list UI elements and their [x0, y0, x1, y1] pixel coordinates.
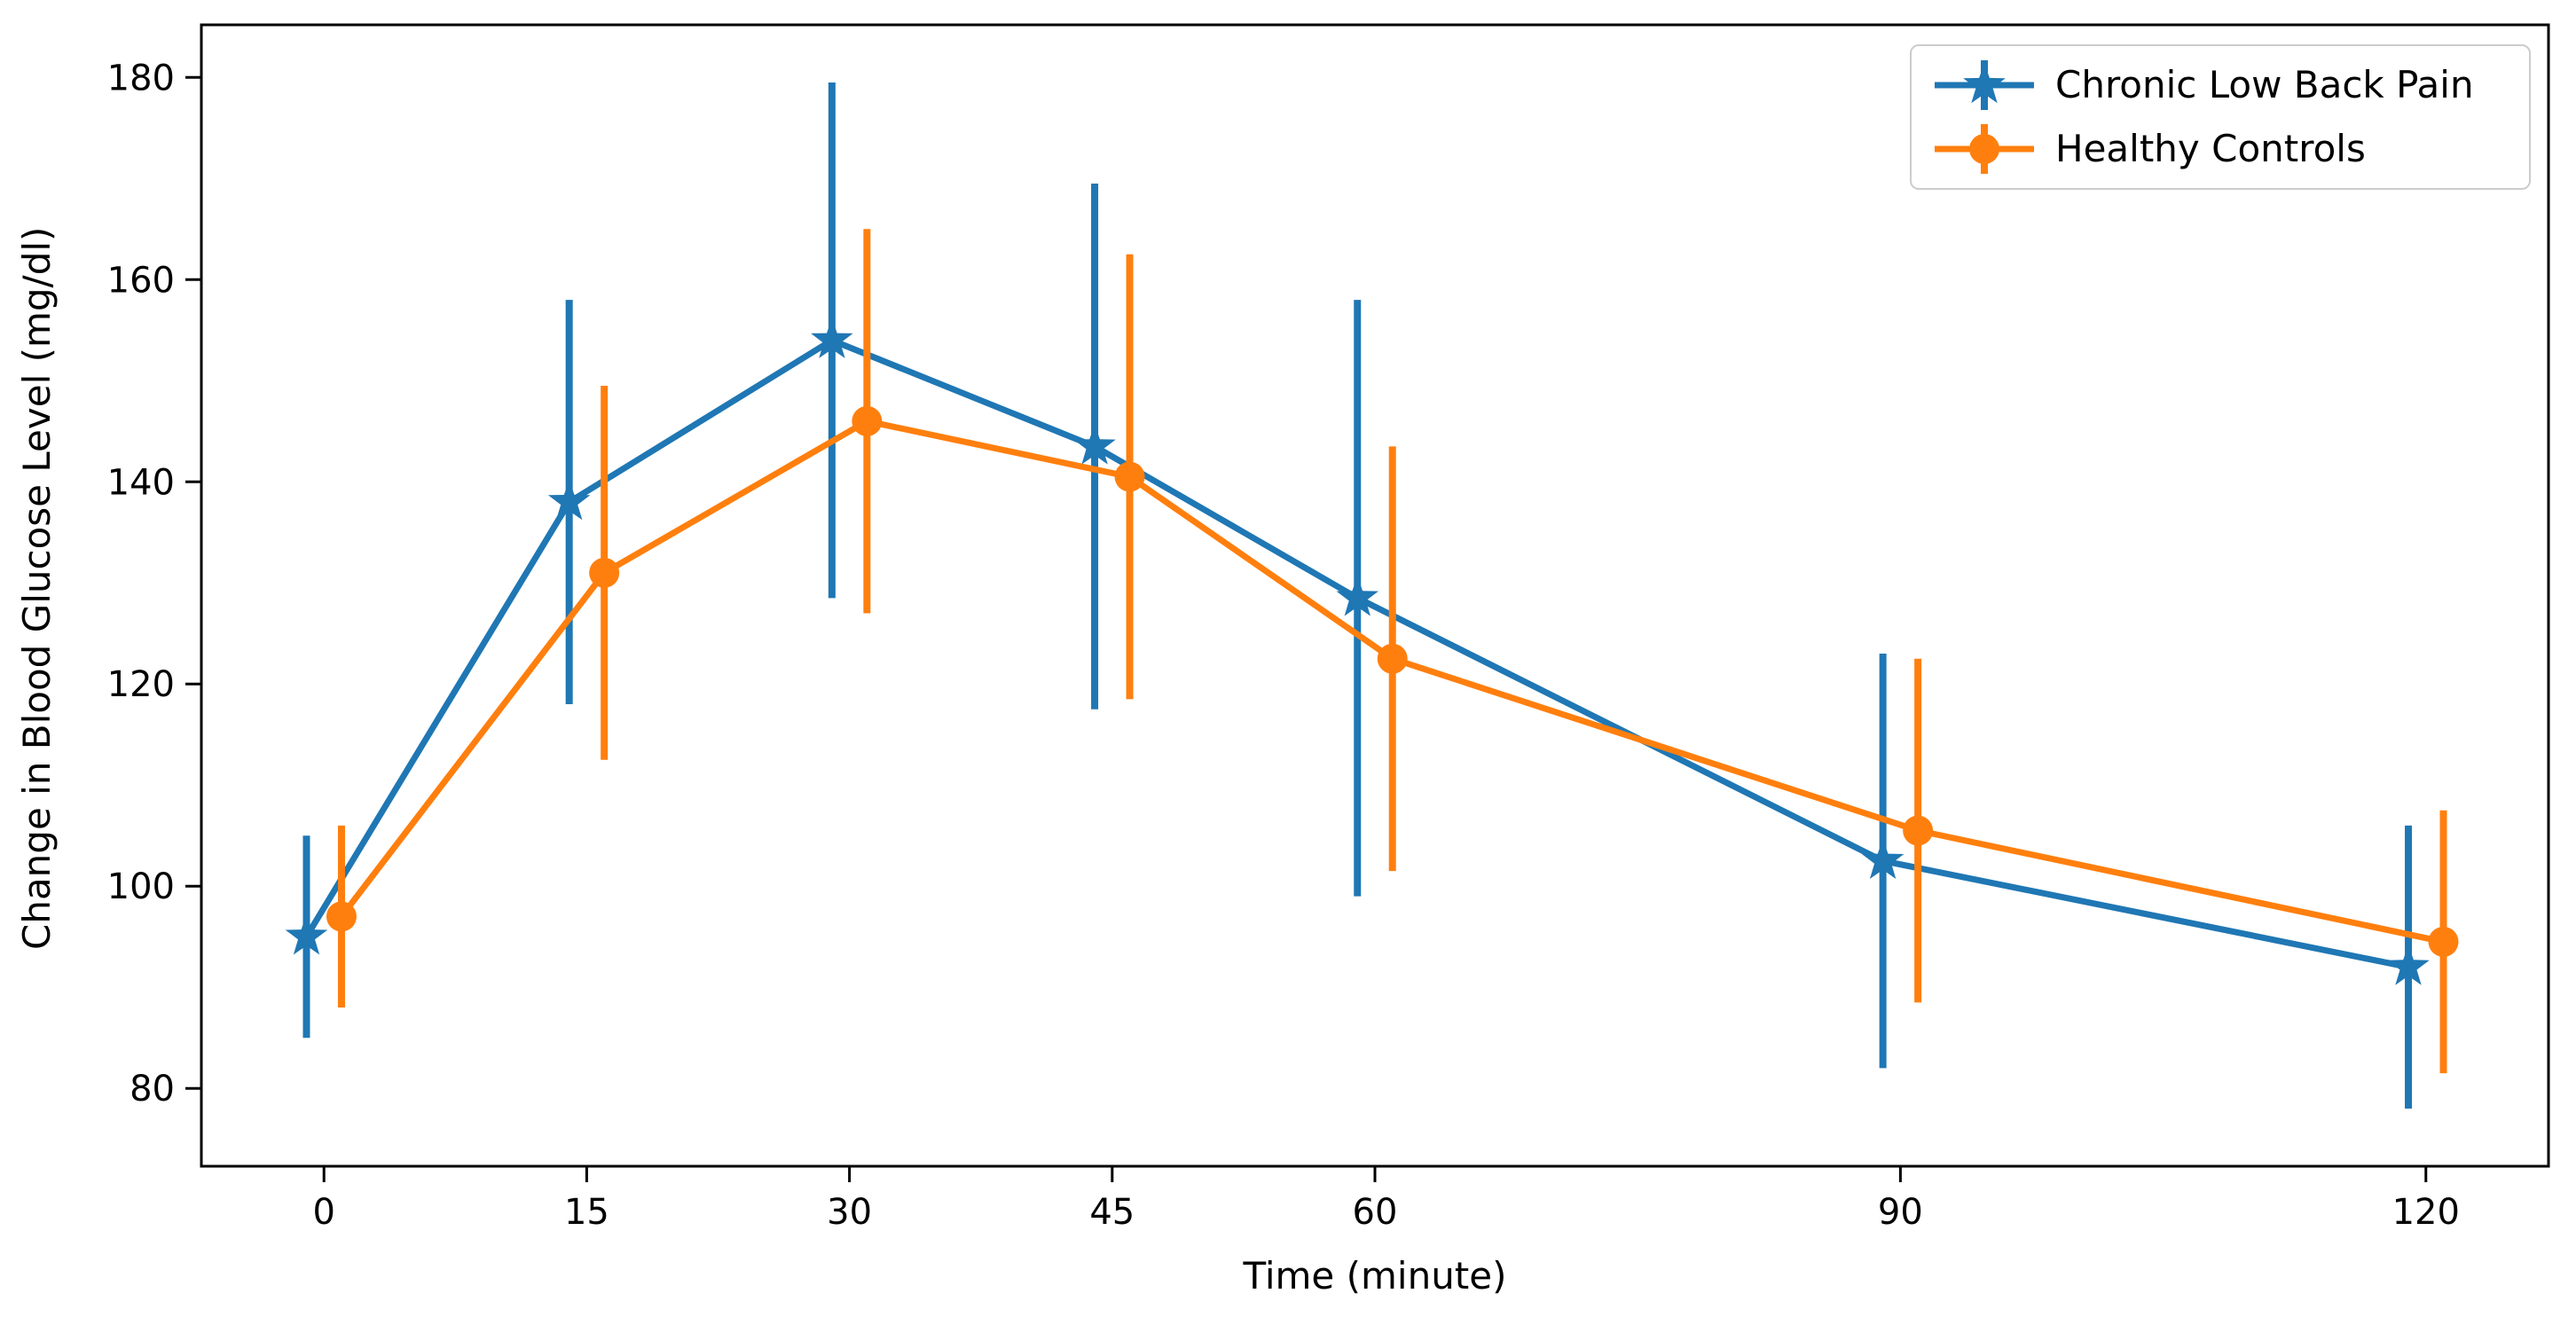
circle-marker — [1114, 461, 1145, 492]
legend: Chronic Low Back Pain Healthy Controls — [1910, 44, 2531, 190]
y-tick-label: 120 — [107, 664, 175, 705]
legend-glyph-part — [1963, 63, 2006, 104]
x-tick-label: 45 — [1089, 1192, 1135, 1233]
y-tick-label: 160 — [107, 260, 175, 301]
x-tick-label: 15 — [564, 1192, 609, 1233]
x-tick-label: 60 — [1353, 1192, 1398, 1233]
circle-marker — [589, 557, 620, 588]
circle-marker — [1903, 815, 1934, 846]
circle-marker — [326, 901, 357, 932]
star-marker — [2387, 945, 2430, 985]
star-marker — [285, 914, 328, 955]
x-axis-title: Time (minute) — [1243, 1254, 1507, 1297]
y-axis-title: Change in Blood Glucose Level (mg/dl) — [15, 226, 59, 950]
star-marker — [1861, 838, 1905, 879]
star-marker — [811, 317, 853, 358]
y-tick-label: 80 — [130, 1069, 175, 1109]
star-marker — [547, 480, 591, 521]
star-marker — [1336, 576, 1378, 616]
star-marker — [1073, 424, 1116, 465]
y-tick-label: 140 — [107, 462, 175, 503]
circle-marker — [1377, 643, 1408, 674]
x-tick-label: 120 — [2392, 1192, 2460, 1233]
errorbar-circle-marker-icon — [1935, 124, 2034, 174]
circle-marker — [852, 405, 883, 436]
legend-item-healthy-controls: Healthy Controls — [1931, 121, 2509, 177]
y-tick-label: 180 — [107, 58, 175, 98]
legend-glyph-part — [1969, 134, 1999, 164]
x-tick-label: 30 — [827, 1192, 872, 1233]
plot-border — [200, 23, 2550, 1168]
legend-label: Healthy Controls — [2055, 127, 2366, 170]
legend-item-chronic-low-back-pain: Chronic Low Back Pain — [1931, 57, 2509, 114]
x-tick-label: 0 — [312, 1192, 334, 1233]
y-tick-label: 100 — [107, 866, 175, 907]
x-tick-label: 90 — [1878, 1192, 1923, 1233]
legend-label: Chronic Low Back Pain — [2055, 63, 2474, 106]
circle-marker — [2428, 926, 2459, 957]
errorbar-star-marker-icon — [1935, 60, 2034, 110]
